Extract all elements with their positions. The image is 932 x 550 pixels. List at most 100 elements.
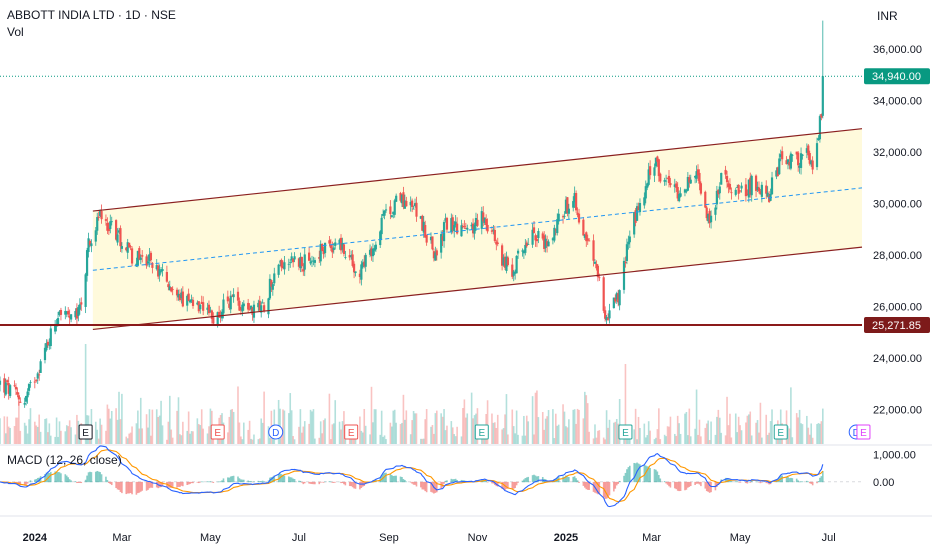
volume-bar bbox=[771, 409, 773, 444]
candle bbox=[85, 250, 89, 276]
candle bbox=[628, 236, 631, 243]
volume-bar bbox=[322, 420, 325, 444]
macd-histogram-bar bbox=[665, 481, 667, 484]
macd-histogram-bar bbox=[273, 475, 276, 483]
macd-histogram-bar bbox=[761, 481, 763, 483]
candle bbox=[595, 263, 598, 269]
macd-histogram-bar bbox=[655, 469, 657, 483]
macd-histogram-bar bbox=[242, 479, 245, 483]
candle bbox=[277, 264, 280, 275]
macd-histogram-bar bbox=[820, 476, 823, 483]
macd-histogram-bar bbox=[359, 481, 361, 490]
volume-bar bbox=[382, 436, 384, 444]
volume-bar bbox=[765, 414, 768, 444]
candle bbox=[177, 293, 180, 298]
macd-histogram-bar bbox=[131, 481, 133, 495]
volume-bar bbox=[96, 429, 99, 444]
macd-histogram-bar bbox=[492, 481, 495, 484]
candle bbox=[666, 177, 669, 179]
macd-histogram-bar bbox=[749, 481, 752, 483]
candle bbox=[374, 244, 377, 250]
candle bbox=[341, 243, 344, 250]
candle bbox=[148, 254, 151, 261]
candle bbox=[605, 317, 608, 321]
macd-histogram-bar bbox=[97, 471, 100, 483]
volume-bar bbox=[402, 394, 405, 444]
volume-bar bbox=[675, 435, 678, 444]
macd-histogram-bar bbox=[420, 481, 422, 488]
macd-histogram-bar bbox=[658, 475, 660, 483]
macd-histogram-bar bbox=[19, 481, 22, 486]
volume-bar bbox=[348, 436, 351, 444]
candle bbox=[506, 257, 510, 265]
volume-bar bbox=[240, 436, 242, 444]
volume-bar bbox=[158, 415, 161, 444]
candle bbox=[54, 324, 57, 332]
channel-mid-line bbox=[92, 187, 863, 271]
candle bbox=[450, 218, 453, 233]
volume-bar bbox=[182, 421, 184, 444]
candle bbox=[746, 193, 749, 196]
volume-bar bbox=[768, 432, 770, 444]
volume-bar bbox=[412, 411, 415, 444]
candle bbox=[635, 206, 639, 221]
volume-bar bbox=[592, 438, 595, 444]
macd-histogram-bar bbox=[182, 481, 184, 487]
volume-bar bbox=[557, 424, 560, 444]
candle bbox=[16, 392, 19, 395]
volume-bar bbox=[260, 418, 263, 444]
volume-bar bbox=[108, 408, 110, 444]
macd-histogram-bar bbox=[614, 481, 617, 489]
macd-histogram-bar bbox=[299, 480, 302, 483]
candle bbox=[290, 256, 293, 261]
macd-histogram-bar bbox=[116, 481, 119, 490]
time-tick-label: May bbox=[730, 532, 751, 544]
macd-histogram-bar bbox=[451, 479, 454, 483]
candle bbox=[756, 186, 759, 190]
macd-histogram-bar bbox=[385, 472, 387, 483]
volume-bar bbox=[237, 386, 239, 444]
volume-bar bbox=[363, 408, 366, 444]
candle bbox=[592, 240, 595, 261]
volume-bar bbox=[552, 409, 554, 444]
candle bbox=[270, 280, 273, 287]
volume-bar bbox=[656, 429, 659, 444]
volume-bar bbox=[26, 433, 29, 444]
volume-bar bbox=[541, 412, 544, 444]
candle bbox=[474, 218, 478, 227]
price-tick-label: 22,000.00 bbox=[873, 404, 922, 416]
candle bbox=[503, 256, 507, 268]
candle bbox=[258, 300, 261, 311]
macd-histogram-bar bbox=[737, 481, 740, 483]
macd-histogram-bar bbox=[578, 481, 580, 483]
volume-bar bbox=[618, 399, 621, 444]
volume-bar bbox=[177, 397, 180, 444]
candle bbox=[302, 269, 305, 272]
macd-histogram-bar bbox=[247, 480, 249, 483]
earnings-icon bbox=[474, 424, 489, 440]
candle bbox=[704, 191, 707, 208]
macd-histogram-bar bbox=[695, 481, 698, 484]
macd-histogram-bar bbox=[676, 481, 679, 491]
volume-bar bbox=[242, 422, 245, 444]
macd-histogram-bar bbox=[412, 481, 415, 485]
candle bbox=[453, 225, 456, 232]
macd-histogram-bar bbox=[585, 481, 588, 490]
candle bbox=[27, 383, 31, 391]
candle bbox=[339, 237, 343, 251]
volume-bar bbox=[251, 439, 254, 444]
macd-histogram-bar bbox=[241, 479, 244, 483]
volume-bar bbox=[340, 429, 342, 444]
volume-bar bbox=[501, 429, 503, 444]
macd-histogram-bar bbox=[576, 480, 579, 483]
volume-bar bbox=[588, 431, 590, 444]
earnings-icon bbox=[856, 424, 871, 440]
volume-bar bbox=[241, 439, 244, 444]
candle bbox=[360, 264, 363, 280]
volume-bar bbox=[643, 423, 646, 444]
candle bbox=[251, 307, 254, 315]
macd-tick-label: 0.00 bbox=[873, 477, 894, 489]
candle bbox=[535, 239, 539, 242]
macd-histogram-bar bbox=[537, 476, 540, 483]
